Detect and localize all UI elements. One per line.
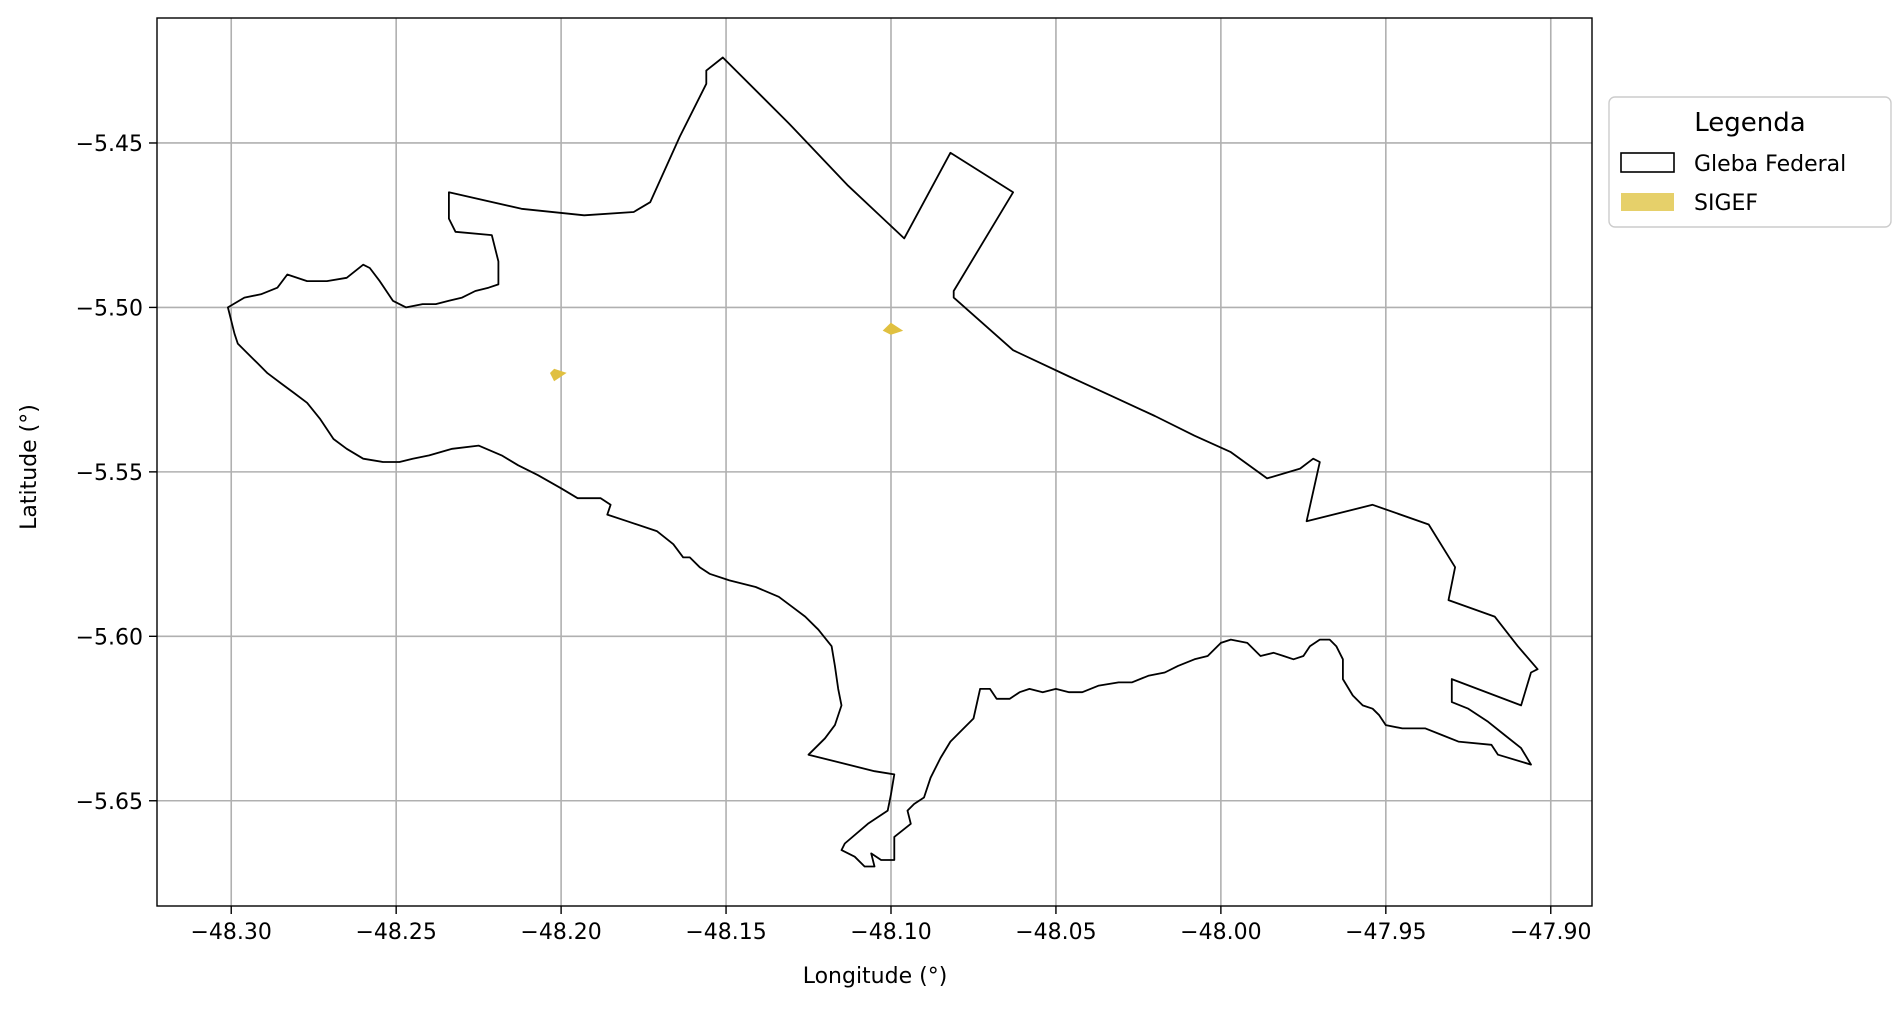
sigef-parcel: [882, 322, 904, 335]
y-axis-label: Latitude (°): [17, 404, 42, 530]
legend-swatch-sigef: [1621, 193, 1674, 211]
x-tick-label: −47.90: [1510, 920, 1591, 945]
x-tick-label: −48.30: [191, 920, 272, 945]
sigef-parcel: [549, 368, 567, 382]
plot-frame: [156, 17, 1593, 907]
map-data: [226, 56, 1539, 868]
y-tick-label: −5.65: [76, 790, 143, 815]
x-tick-label: −48.15: [685, 920, 766, 945]
legend-swatch-gleba-federal: [1620, 152, 1675, 173]
legend: Legenda Gleba Federal SIGEF: [1608, 96, 1892, 228]
x-axis-label: Longitude (°): [803, 964, 948, 989]
y-axis-ticks: −5.45 −5.50 −5.55 −5.60 −5.65: [76, 132, 157, 815]
x-axis-ticks: −48.30 −48.25 −48.20 −48.15 −48.10 −48.05 −48.…: [191, 906, 1591, 945]
x-tick-label: −48.05: [1015, 920, 1096, 945]
legend-label-gleba-federal: Gleba Federal: [1694, 152, 1846, 177]
gleba-federal-boundary: [226, 56, 1539, 868]
x-tick-label: −48.10: [850, 920, 931, 945]
y-tick-label: −5.60: [76, 625, 143, 650]
legend-box: [1608, 96, 1892, 228]
y-tick-label: −5.45: [76, 132, 143, 157]
y-tick-label: −5.55: [76, 461, 143, 486]
grid: [157, 18, 1592, 906]
x-tick-label: −48.00: [1180, 920, 1261, 945]
legend-title: Legenda: [1694, 108, 1805, 138]
x-tick-label: −47.95: [1345, 920, 1426, 945]
y-tick-label: −5.50: [76, 296, 143, 321]
legend-label-sigef: SIGEF: [1694, 191, 1758, 216]
x-tick-label: −48.25: [355, 920, 436, 945]
x-tick-label: −48.20: [520, 920, 601, 945]
